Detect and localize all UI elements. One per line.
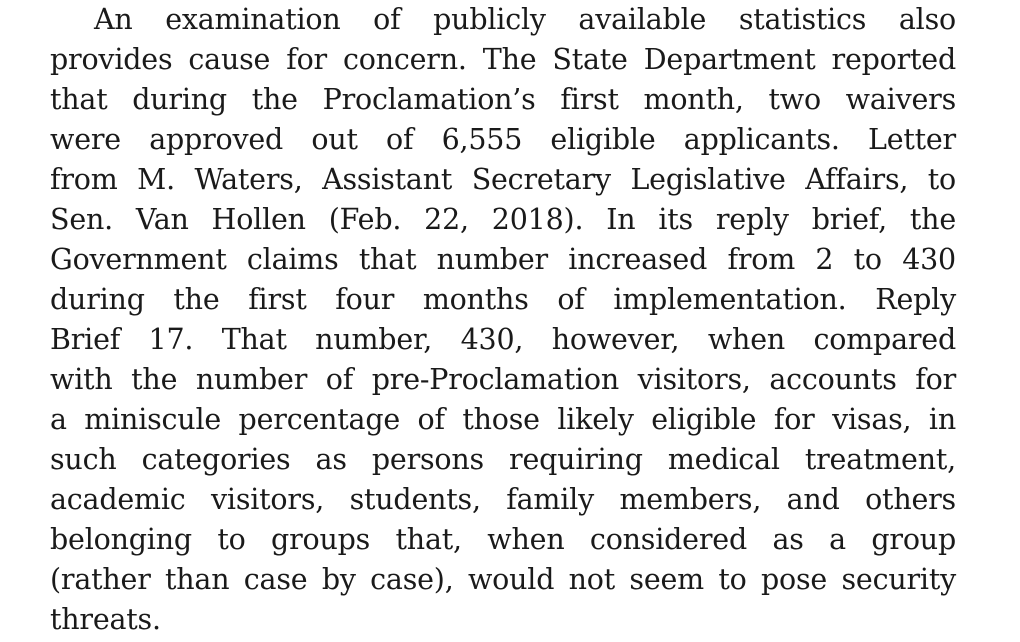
paragraph-line: such categories as persons requiring med…	[50, 443, 956, 476]
paragraph-line: threats.	[50, 603, 161, 636]
paragraph-line: academic visitors, students, family memb…	[50, 483, 956, 516]
paragraph-line: An examination of publicly available sta…	[94, 3, 956, 36]
paragraph-line: with the number of pre-Proclamation visi…	[50, 363, 956, 396]
paragraph-line: Sen. Van Hollen (Feb. 22, 2018). In its …	[50, 203, 956, 236]
paragraph-line: were approved out of 6,555 eligible appl…	[50, 123, 956, 156]
paragraph-line: belonging to groups that, when considere…	[50, 523, 956, 556]
paragraph-line: that during the Proclamation’s first mon…	[50, 83, 956, 116]
paragraph-line: a miniscule percentage of those likely e…	[50, 403, 956, 436]
paragraph-line: (rather than case by case), would not se…	[50, 563, 956, 596]
paragraph-line: Government claims that number increased …	[50, 243, 956, 276]
paragraph-line: during the first four months of implemen…	[50, 283, 956, 316]
paragraph-line: from M. Waters, Assistant Secretary Legi…	[50, 163, 956, 196]
paragraph-line: provides cause for concern. The State De…	[50, 43, 956, 76]
body-paragraph: An examination of publicly available sta…	[50, 0, 956, 640]
paragraph-line: Brief 17. That number, 430, however, whe…	[50, 323, 956, 356]
